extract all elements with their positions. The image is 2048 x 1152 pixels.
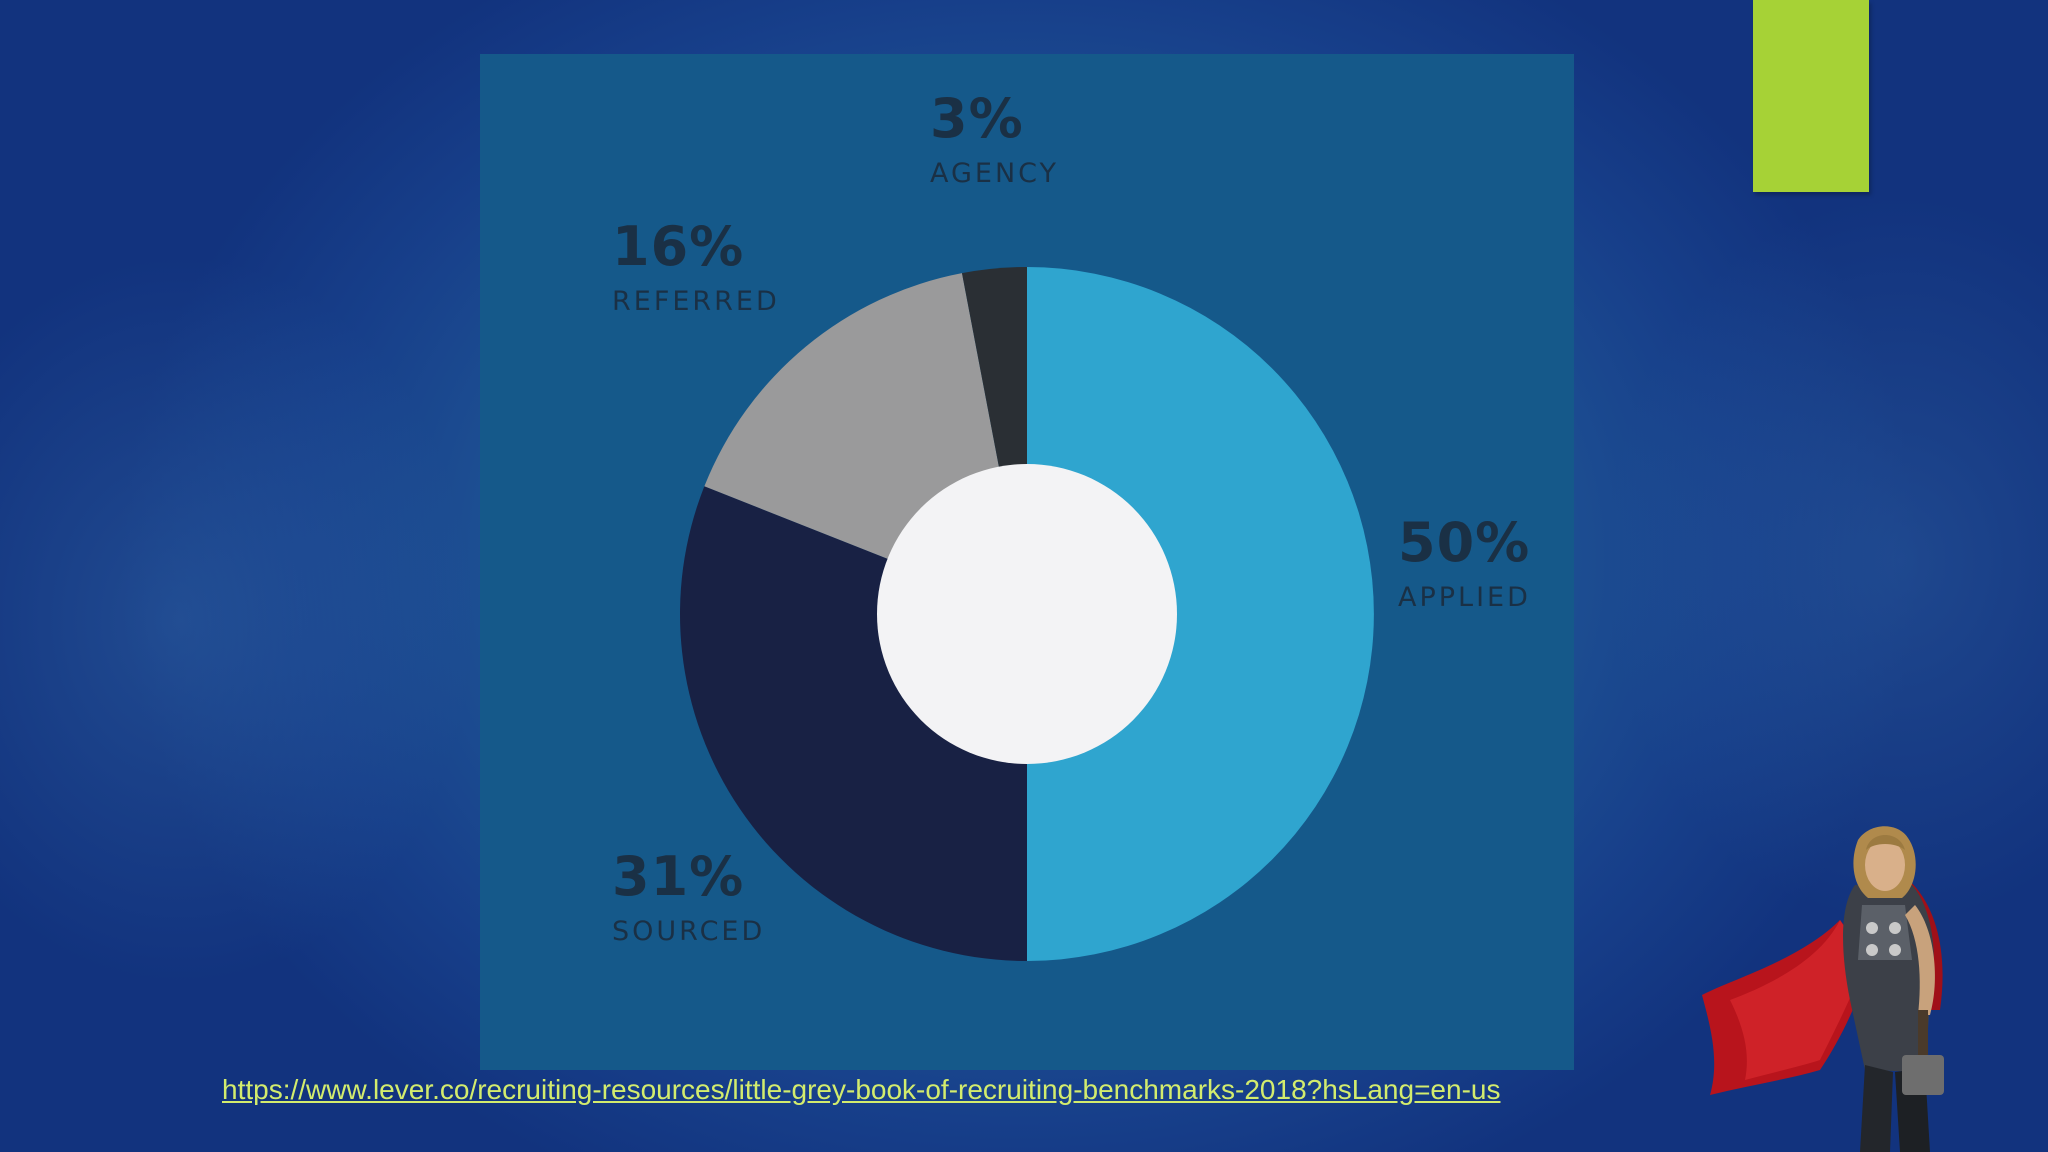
source-link[interactable]: https://www.lever.co/recruiting-resource… xyxy=(222,1074,1501,1105)
label-agency-name: AGENCY xyxy=(930,158,1060,189)
label-agency-value: 3% xyxy=(930,87,1024,150)
label-applied-value: 50% xyxy=(1398,511,1531,574)
label-agency: 3% AGENCY xyxy=(930,87,1060,189)
label-applied: 50% APPLIED xyxy=(1398,511,1531,613)
slice-applied xyxy=(1027,267,1374,961)
donut-hole xyxy=(877,464,1177,764)
label-sourced: 31% SOURCED xyxy=(612,845,766,947)
label-referred-value: 16% xyxy=(612,215,745,278)
label-applied-name: APPLIED xyxy=(1398,582,1531,613)
label-sourced-value: 31% xyxy=(612,845,745,908)
label-referred-name: REFERRED xyxy=(612,286,780,317)
chart-panel: 50% APPLIED 31% SOURCED 16% REFERRED 3% … xyxy=(480,54,1574,1070)
donut-chart xyxy=(680,267,1374,961)
caped-superhero-figure-icon xyxy=(1702,826,1944,1152)
label-referred: 16% REFERRED xyxy=(612,215,780,317)
label-sourced-name: SOURCED xyxy=(612,916,766,947)
accent-bar xyxy=(1753,0,1869,192)
